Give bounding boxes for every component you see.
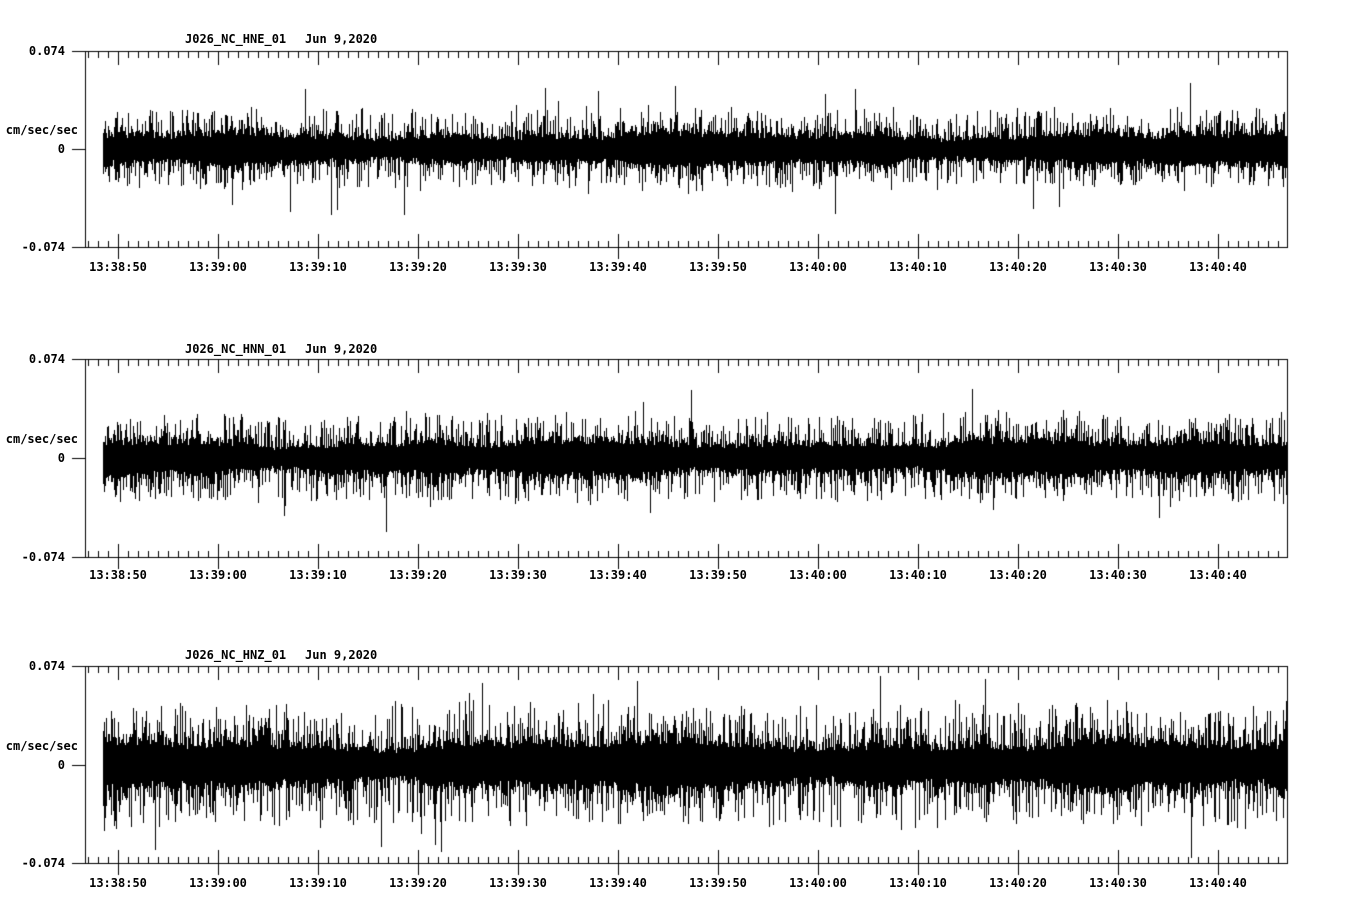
x-tick-label: 13:40:30	[1089, 260, 1147, 274]
x-tick-label: 13:40:10	[889, 876, 947, 890]
y-min-label: -0.074	[21, 550, 65, 564]
x-tick-label: 13:40:00	[789, 260, 847, 274]
x-tick-label: 13:40:20	[989, 260, 1047, 274]
y-zero-label: 0	[57, 451, 65, 465]
x-tick-label: 13:40:00	[789, 568, 847, 582]
x-tick-label: 13:39:00	[189, 876, 247, 890]
x-tick-label: 13:39:10	[289, 568, 347, 582]
x-tick-label: 13:40:20	[989, 568, 1047, 582]
trace-id-label: J026_NC_HNE_01	[185, 32, 287, 46]
y-max-label: 0.074	[28, 659, 65, 673]
y-min-label: -0.074	[21, 240, 65, 254]
y-axis-units-label: cm/sec/sec	[5, 432, 78, 446]
trace-id-label: J026_NC_HNN_01	[185, 342, 287, 356]
x-tick-label: 13:39:40	[589, 876, 647, 890]
x-tick-label: 13:40:40	[1189, 260, 1247, 274]
x-tick-label: 13:39:50	[689, 876, 747, 890]
x-tick-label: 13:39:10	[289, 260, 347, 274]
x-tick-label: 13:40:00	[789, 876, 847, 890]
x-tick-label: 13:40:30	[1089, 568, 1147, 582]
y-min-label: -0.074	[21, 856, 65, 870]
x-tick-label: 13:39:50	[689, 260, 747, 274]
x-tick-label: 13:38:50	[89, 568, 147, 582]
x-tick-label: 13:40:40	[1189, 568, 1247, 582]
x-tick-label: 13:39:30	[489, 260, 547, 274]
y-zero-label: 0	[57, 142, 65, 156]
trace-date-label: Jun 9,2020	[305, 648, 378, 662]
x-tick-label: 13:40:40	[1189, 876, 1247, 890]
y-zero-label: 0	[57, 758, 65, 772]
x-tick-label: 13:39:20	[389, 568, 447, 582]
x-tick-label: 13:39:40	[589, 260, 647, 274]
x-tick-label: 13:39:20	[389, 260, 447, 274]
x-tick-label: 13:40:20	[989, 876, 1047, 890]
x-tick-label: 13:39:40	[589, 568, 647, 582]
x-tick-label: 13:39:00	[189, 260, 247, 274]
y-axis-units-label: cm/sec/sec	[5, 739, 78, 753]
x-tick-label: 13:39:00	[189, 568, 247, 582]
x-tick-label: 13:39:10	[289, 876, 347, 890]
y-max-label: 0.074	[28, 44, 65, 58]
y-axis-units-label: cm/sec/sec	[5, 123, 78, 137]
x-tick-label: 13:38:50	[89, 260, 147, 274]
trace-id-label: J026_NC_HNZ_01	[185, 648, 287, 662]
x-tick-label: 13:39:20	[389, 876, 447, 890]
x-tick-label: 13:39:30	[489, 568, 547, 582]
y-max-label: 0.074	[28, 352, 65, 366]
x-tick-label: 13:38:50	[89, 876, 147, 890]
x-tick-label: 13:40:30	[1089, 876, 1147, 890]
x-tick-label: 13:40:10	[889, 568, 947, 582]
x-tick-label: 13:40:10	[889, 260, 947, 274]
trace-date-label: Jun 9,2020	[305, 32, 378, 46]
x-tick-label: 13:39:50	[689, 568, 747, 582]
x-tick-label: 13:39:30	[489, 876, 547, 890]
trace-date-label: Jun 9,2020	[305, 342, 378, 356]
